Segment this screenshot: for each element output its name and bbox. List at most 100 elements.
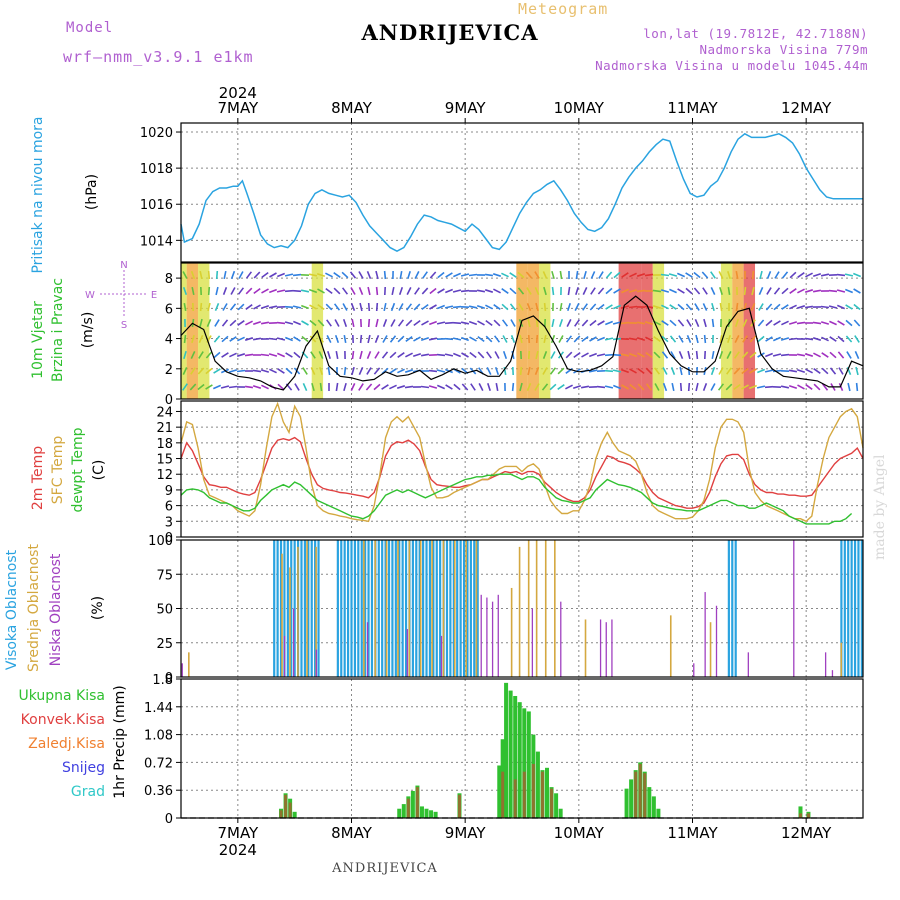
convective-rain-bar <box>284 794 288 818</box>
wind-arrow <box>374 351 380 359</box>
wind-arrow <box>366 270 372 280</box>
wind-arrow <box>476 304 486 310</box>
wind-arrow <box>207 286 211 296</box>
wind-arrow <box>685 303 693 311</box>
wind-arrow <box>718 350 724 360</box>
wind-arrow <box>727 286 731 296</box>
wind-y-tick-label: 4 <box>165 333 173 348</box>
wind-arrow <box>590 271 596 279</box>
wind-arrow <box>269 368 277 374</box>
wind-arrow <box>813 383 821 391</box>
wind-arrow <box>407 270 411 280</box>
wind-arrow <box>735 270 739 280</box>
wind-arrow <box>621 384 629 390</box>
bottom-year-label: 2024 <box>219 841 257 859</box>
wind-arrow <box>182 383 188 391</box>
wind-arrow <box>566 319 572 327</box>
wind-arrow <box>685 287 693 295</box>
wind-arrow <box>804 289 814 293</box>
total-rain-bar <box>429 810 434 818</box>
total-rain-bar <box>497 765 502 818</box>
wind-arrow <box>468 305 478 309</box>
wind-arrow <box>582 303 588 311</box>
wind-arrow <box>781 271 789 279</box>
wind-arrow <box>788 369 798 373</box>
precip-axis-title: 1hr Precip (mm) <box>112 685 128 798</box>
wind-arrow <box>534 366 540 376</box>
wind-arrow <box>845 335 853 343</box>
wind-arrow <box>452 337 462 341</box>
wind-arrow <box>429 271 437 279</box>
pressure-y-tick-label: 1014 <box>140 234 173 249</box>
wind-arrow <box>333 272 341 278</box>
wind-arrow <box>221 319 229 327</box>
wind-arrow <box>260 369 270 373</box>
wind-arrow <box>319 382 323 392</box>
wind-arrow <box>501 303 509 311</box>
wind-arrow <box>534 286 540 296</box>
pressure-unit-label: (hPa) <box>84 174 100 210</box>
wind-arrow <box>276 337 286 341</box>
top-x-tick-label: 11MAY <box>667 99 718 117</box>
wind-arrow <box>797 288 805 294</box>
wind-arrow <box>620 321 630 325</box>
wind-arrow <box>676 272 686 278</box>
wind-arrow <box>390 302 396 312</box>
wind-arrow <box>583 270 587 280</box>
wind-arrow <box>391 286 395 296</box>
wind-arrow <box>661 335 669 343</box>
wind-arrow <box>182 367 188 375</box>
wind-arrow <box>773 320 781 326</box>
temperature-y-tick-label: 9 <box>165 484 173 499</box>
wind-arrow <box>742 335 748 343</box>
wind-arrow <box>829 351 837 359</box>
wind-arrow <box>358 271 364 279</box>
wind-arrow <box>405 336 413 342</box>
wind-arrow <box>645 367 653 375</box>
page-title: ANDRIJEVICA <box>361 20 539 45</box>
wind-arrow <box>199 270 203 280</box>
wind-arrow <box>461 352 469 358</box>
wind-arrow <box>190 351 196 359</box>
wind-arrow <box>501 319 509 327</box>
wind-arrow <box>711 318 715 328</box>
convective-rain-bar <box>406 798 410 818</box>
wind-arrow <box>567 286 571 296</box>
wind-arrow <box>301 335 309 343</box>
wind-arrow <box>327 350 331 360</box>
wind-arrow <box>710 287 716 295</box>
wind-arrow <box>237 320 245 326</box>
wind-arrow <box>853 303 861 311</box>
panel-temperature-frame <box>180 400 864 538</box>
total-rain-bar <box>419 806 424 818</box>
high-cloud-axis-title: Visoka Oblacnost <box>4 549 20 670</box>
top-x-tick-label: 9MAY <box>445 99 487 117</box>
wind-arrow <box>277 383 285 391</box>
wind-arrow <box>486 351 492 359</box>
wind-arrow <box>612 384 622 390</box>
model-altitude: Nadmorska Visina u modelu 1045.44m <box>595 58 868 73</box>
wind-arrow <box>510 335 516 343</box>
wind-arrow <box>228 369 238 373</box>
wind-arrow <box>421 303 429 311</box>
wind-arrow <box>597 303 605 311</box>
wind-arrow <box>629 272 637 278</box>
wind-arrow <box>301 304 309 310</box>
wind-arrow <box>734 335 740 343</box>
wind-arrow <box>772 336 782 342</box>
wind-arrow <box>636 273 646 277</box>
wind-arrow <box>292 289 302 293</box>
wind-arrow <box>629 368 637 374</box>
wind-arrow <box>308 288 318 294</box>
wind-arrow <box>678 335 684 343</box>
wind-arrow <box>476 289 486 293</box>
wind-arrow <box>821 336 829 342</box>
wind-arrow <box>527 318 531 328</box>
wind-arrow <box>343 366 347 376</box>
wind-arrow <box>206 318 212 328</box>
wind-arrow <box>197 367 205 375</box>
wind-arrow <box>212 384 222 390</box>
wind-arrow <box>852 272 862 278</box>
wind-arrow <box>397 319 405 327</box>
total-rain-bar <box>522 708 527 818</box>
